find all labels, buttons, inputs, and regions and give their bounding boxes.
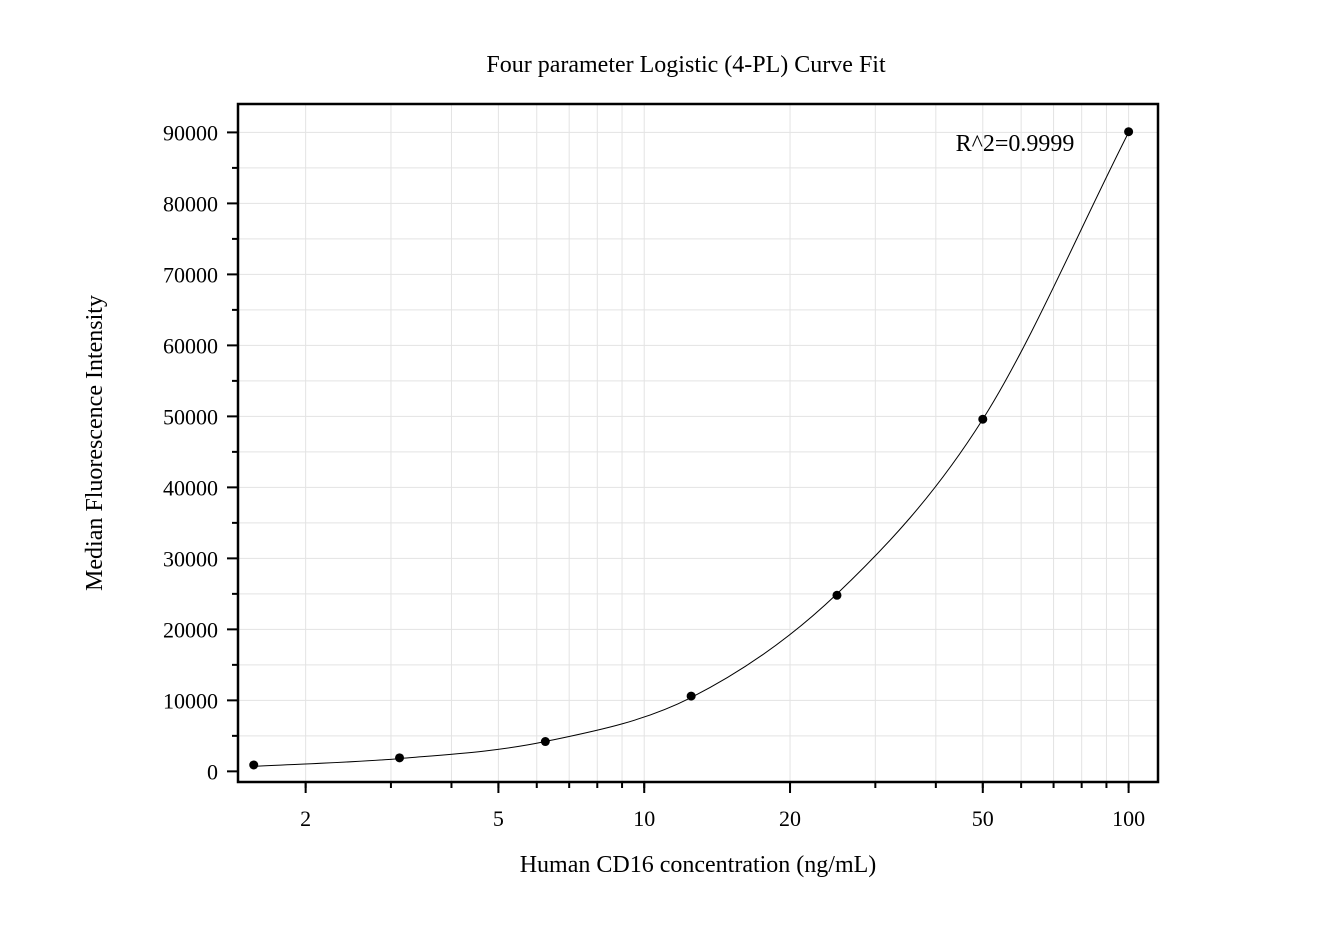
grid [238, 104, 1158, 782]
y-tick-label: 10000 [163, 688, 218, 713]
y-tick-label: 90000 [163, 120, 218, 145]
y-tick-label: 40000 [163, 475, 218, 500]
y-axis-label: Median Fluorescence Intensity [82, 295, 108, 591]
data-point [978, 414, 988, 424]
y-tick-label: 80000 [163, 191, 218, 216]
y-tick-label: 0 [207, 759, 218, 784]
y-tick-label: 20000 [163, 617, 218, 642]
x-tick-label: 5 [493, 806, 504, 831]
data-point [249, 760, 259, 770]
data-point [395, 753, 405, 763]
axis-ticks [227, 131, 1130, 793]
chart-title: Four parameter Logistic (4-PL) Curve Fit [486, 52, 886, 78]
y-tick-label: 70000 [163, 262, 218, 287]
x-tick-labels: 2 5 10 20 50 100 [300, 806, 1145, 831]
data-point [686, 691, 696, 701]
y-tick-label: 30000 [163, 546, 218, 571]
r-squared-annotation: R^2=0.9999 [956, 131, 1075, 157]
data-points [249, 127, 1134, 770]
fit-curve [253, 132, 1130, 767]
y-tick-labels: 0 10000 20000 30000 40000 50000 60000 70000 8000… [163, 120, 218, 784]
x-tick-label: 50 [972, 806, 994, 831]
x-tick-label: 10 [633, 806, 655, 831]
y-tick-label: 50000 [163, 404, 218, 429]
data-point [540, 737, 550, 747]
x-axis-label: Human CD16 concentration (ng/mL) [520, 852, 877, 878]
x-tick-label: 2 [300, 806, 311, 831]
fit-curve-layer [253, 132, 1130, 767]
x-tick-label: 100 [1112, 806, 1145, 831]
y-tick-label: 60000 [163, 333, 218, 358]
x-tick-label: 20 [779, 806, 801, 831]
plot-frame [236, 102, 1160, 784]
data-point [1124, 127, 1134, 137]
data-point [832, 590, 842, 600]
